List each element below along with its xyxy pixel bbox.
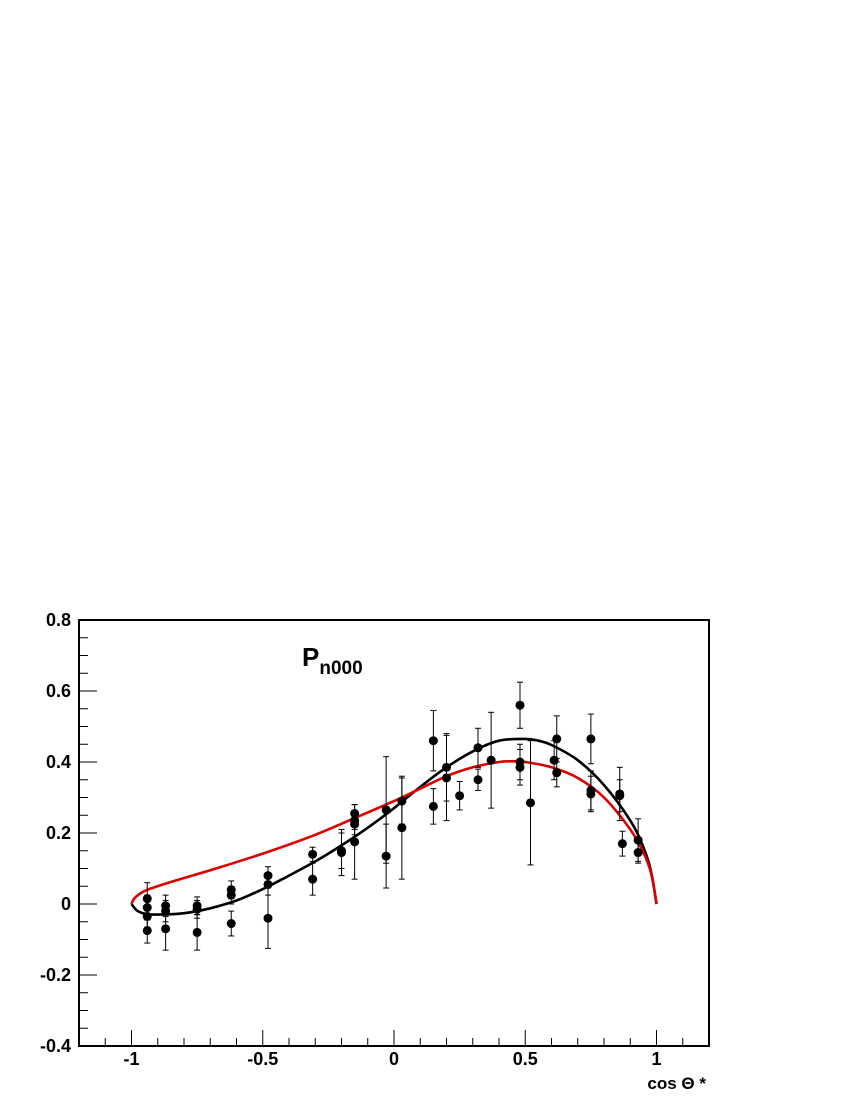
plot-title-main: P xyxy=(302,642,319,672)
y-tick-label: 0 xyxy=(61,894,71,914)
fit-curve-2 xyxy=(130,759,658,905)
data-point xyxy=(615,791,625,801)
data-point xyxy=(617,839,627,849)
axis-ticks xyxy=(78,619,710,1047)
data-point xyxy=(633,848,643,858)
y-tick-label: 0.4 xyxy=(46,752,71,772)
plot-frame xyxy=(78,619,710,1047)
data-point xyxy=(526,798,535,808)
data-point xyxy=(263,913,273,923)
data-point xyxy=(515,762,525,772)
data-point xyxy=(308,849,318,859)
data-point xyxy=(552,768,562,778)
data-point xyxy=(263,879,273,889)
data-point xyxy=(308,874,318,884)
data-point xyxy=(226,919,236,929)
data-point xyxy=(397,823,407,833)
data-point xyxy=(428,801,438,811)
data-point xyxy=(515,700,525,710)
y-tick-label: -0.2 xyxy=(40,965,71,985)
data-point xyxy=(455,791,465,801)
data-points xyxy=(142,681,643,951)
data-point xyxy=(381,805,391,815)
x-tick-label: 0.5 xyxy=(513,1049,538,1069)
plot-title: Pn000 xyxy=(302,642,363,679)
x-axis-title: cos Θ * xyxy=(647,1074,706,1093)
y-tick-label: -0.4 xyxy=(40,1036,71,1056)
data-point xyxy=(442,773,451,783)
plot-title-subscript: n000 xyxy=(319,658,362,679)
y-tick-label: 0.2 xyxy=(46,823,71,843)
data-point xyxy=(381,851,391,861)
data-point xyxy=(549,755,559,765)
data-point xyxy=(337,848,346,858)
y-tick-label: 0.6 xyxy=(46,681,71,701)
data-point xyxy=(192,927,202,937)
x-tick-label: -0.5 xyxy=(247,1049,278,1069)
data-point xyxy=(226,890,236,900)
x-tick-label: 1 xyxy=(651,1049,661,1069)
curves xyxy=(130,737,658,916)
data-point xyxy=(192,904,202,914)
data-point xyxy=(586,734,596,744)
axis-tick-labels: -1 -0.5 0 0.5 1 -0.4 -0.2 0 0.2 0.4 0.6 0.8 xyxy=(40,610,662,1069)
data-point xyxy=(473,743,483,753)
data-point xyxy=(350,837,360,847)
data-point xyxy=(142,926,152,936)
x-tick-label: 0 xyxy=(389,1049,399,1069)
data-point xyxy=(586,789,596,799)
fit-curve-1 xyxy=(130,737,658,916)
data-point xyxy=(161,924,171,934)
data-point xyxy=(552,734,562,744)
data-point xyxy=(428,736,438,746)
x-tick-label: -1 xyxy=(123,1049,139,1069)
data-point xyxy=(473,775,483,785)
data-point xyxy=(486,755,496,765)
y-tick-label: 0.8 xyxy=(46,610,71,630)
